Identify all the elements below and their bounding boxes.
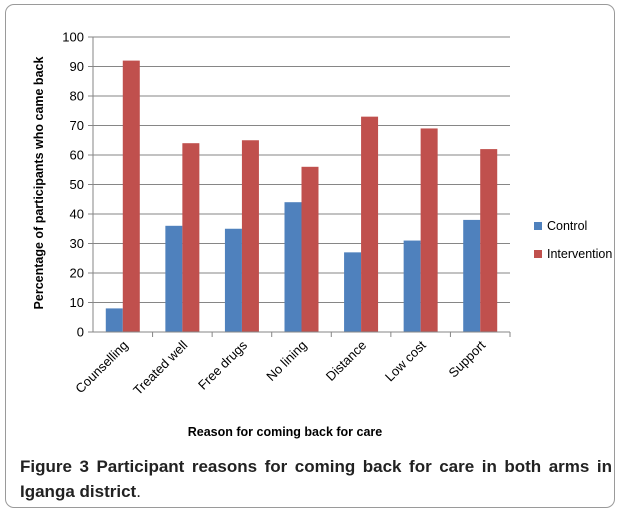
bar-control	[284, 202, 302, 332]
y-tick-label: 0	[77, 325, 84, 340]
x-tick-label: No lining	[263, 338, 309, 384]
y-tick-label: 10	[70, 295, 84, 310]
bars	[105, 60, 498, 333]
y-tick-label: 20	[70, 266, 84, 281]
legend-swatch-control	[534, 222, 542, 230]
bar-control	[165, 225, 183, 332]
legend-swatch-intervention	[534, 250, 542, 258]
bar-intervention	[122, 60, 140, 332]
x-tick-label: Treated well	[130, 337, 190, 397]
x-tick-label: Counselling	[72, 338, 131, 397]
legend-label: Control	[547, 219, 587, 233]
x-tick-label: Free drugs	[195, 337, 250, 392]
bar-intervention	[301, 166, 319, 332]
y-tick-label: 100	[62, 30, 84, 45]
y-tick-label: 50	[70, 177, 84, 192]
bar-intervention	[361, 116, 379, 333]
legend: Control Intervention	[534, 219, 612, 261]
x-tick-label: Distance	[323, 338, 369, 384]
bar-intervention	[480, 149, 498, 332]
bar-intervention	[420, 128, 438, 332]
y-tick-label: 40	[70, 207, 84, 222]
bar-chart: 0 10 20 30 40 50 60 70 80 90 100 Counselling Treated…	[32, 30, 612, 440]
caption-lead: Figure 3	[20, 457, 89, 476]
caption-end: .	[136, 482, 141, 501]
gridlines	[93, 36, 510, 303]
bar-intervention	[182, 143, 200, 332]
bar-control	[463, 219, 481, 332]
y-tick-label: 30	[70, 236, 84, 251]
bar-control	[344, 252, 362, 332]
y-tick-label: 70	[70, 118, 84, 133]
x-axis-label: Reason for coming back for care	[188, 425, 383, 439]
bar-control	[403, 240, 421, 332]
caption-body: Participant reasons for coming back for …	[20, 457, 612, 501]
y-axis-label: Percentage of participants who came back	[32, 57, 46, 310]
bar-intervention	[241, 140, 259, 332]
y-tick-label: 80	[70, 89, 84, 104]
chart-container: 0 10 20 30 40 50 60 70 80 90 100 Counselling Treated…	[32, 30, 612, 440]
figure-caption: Figure 3 Participant reasons for coming …	[20, 454, 612, 504]
y-tick-label: 60	[70, 148, 84, 163]
x-tick-label: Low cost	[382, 337, 429, 384]
bar-control	[105, 308, 123, 332]
y-tick-label: 90	[70, 59, 84, 74]
legend-label: Intervention	[547, 247, 612, 261]
x-tick-label: Support	[446, 337, 489, 380]
bar-control	[224, 228, 242, 332]
